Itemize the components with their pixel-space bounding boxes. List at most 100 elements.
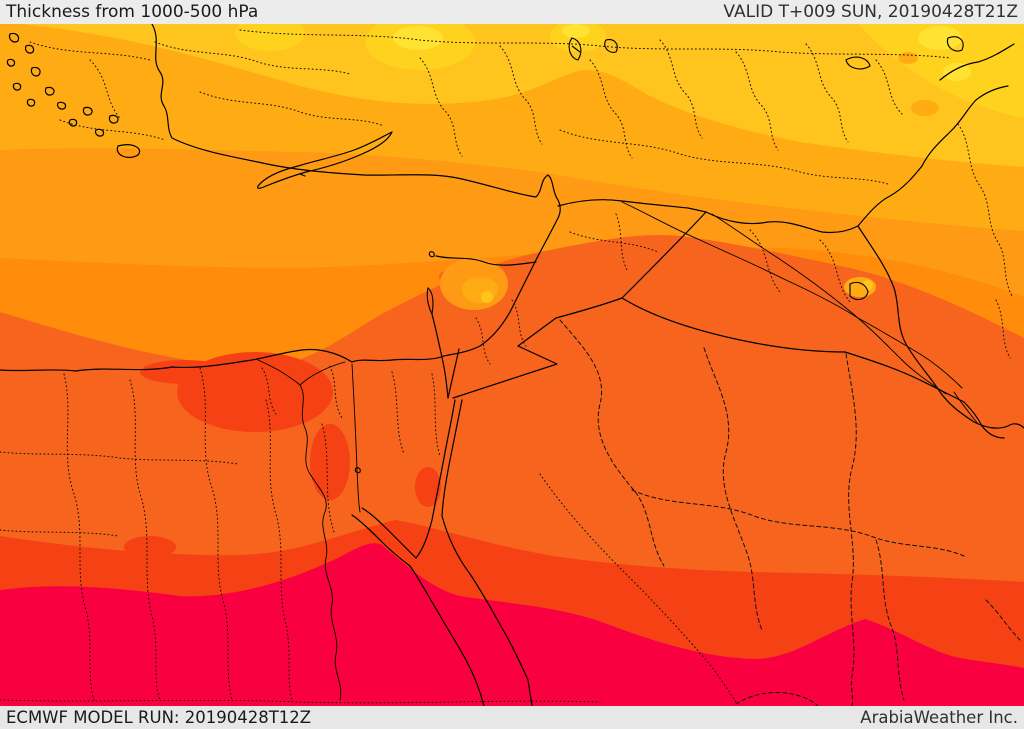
admin-boundary: [265, 399, 293, 701]
cyprus-coastline: [257, 131, 393, 189]
island: [82, 106, 93, 116]
band-brightest-yellow: [562, 24, 590, 38]
admin-boundary: [615, 213, 629, 273]
nile-delta-branch: [257, 359, 301, 386]
aegean-islands: [6, 32, 141, 158]
sea-of-galilee: [428, 251, 435, 258]
admin-boundaries: [0, 29, 1021, 706]
admin-boundary: [511, 299, 527, 347]
iran-iraq-border: [857, 225, 1024, 429]
euphrates-river: [621, 201, 963, 389]
admin-boundary: [329, 365, 343, 419]
nile-river: [299, 384, 342, 701]
caucasus-borders: [921, 99, 977, 167]
admin-boundary: [559, 129, 889, 185]
warm-patch: [140, 360, 230, 384]
gulf-of-suez-red-sea-west-coast: [351, 514, 485, 706]
lake-urmia: [946, 36, 964, 52]
lakes: [354, 36, 964, 474]
admin-boundary: [539, 473, 737, 703]
bitter-lakes: [354, 467, 361, 474]
admin-boundary: [559, 319, 665, 567]
admin-boundary: [239, 29, 951, 59]
title-bar: Thickness from 1000-500 hPa VALID T+009 …: [0, 0, 1024, 24]
band-brightest-yellow: [943, 63, 971, 81]
island: [108, 114, 119, 124]
footer-bar: ECMWF MODEL RUN: 20190428T12Z ArabiaWeat…: [0, 706, 1024, 729]
gulf-of-aqaba-east-coast: [441, 399, 533, 706]
shatt-al-arab: [953, 391, 979, 425]
sinai-coast: [361, 399, 456, 559]
admin-boundary: [845, 353, 857, 706]
admin-boundary: [499, 45, 543, 145]
suez-canal: [351, 363, 361, 513]
admin-boundary: [589, 59, 633, 159]
admin-boundary: [475, 317, 491, 365]
salt-lake: [568, 37, 582, 61]
cool-patch: [898, 52, 918, 64]
thickness-map: [0, 24, 1024, 706]
island: [6, 58, 16, 67]
admin-boundary: [321, 423, 335, 533]
admin-boundary: [391, 371, 405, 455]
country-borders: [431, 43, 1024, 439]
admin-boundary: [995, 299, 1011, 359]
island: [24, 44, 35, 54]
admin-boundary: [199, 367, 233, 701]
admin-boundary: [735, 51, 779, 151]
island: [30, 66, 41, 77]
island: [56, 101, 67, 110]
brand-label: ArabiaWeather Inc.: [860, 708, 1018, 727]
iraq-saudi-border: [621, 297, 965, 403]
lake-van: [845, 56, 871, 70]
tigris-river: [711, 213, 947, 395]
mediterranean-coastline: [0, 24, 561, 372]
band-yellow: [235, 24, 305, 51]
cool-patch: [911, 100, 939, 116]
admin-boundary: [29, 41, 151, 61]
admin-boundary: [569, 231, 659, 253]
valid-time-label: VALID T+009 SUN, 20190428T21Z: [723, 2, 1018, 22]
band-yellow: [858, 24, 1024, 118]
warm-patch: [310, 424, 350, 500]
admin-boundary: [957, 123, 1013, 297]
turkey-syria-border: [557, 199, 707, 213]
admin-boundary: [819, 239, 851, 303]
caucasus-borders: [939, 43, 1015, 81]
map-area: [0, 24, 1024, 706]
rivers: [621, 201, 979, 425]
island: [44, 86, 55, 96]
band-brightest-yellow: [918, 26, 962, 50]
admin-boundary: [59, 119, 166, 141]
admin-boundary: [735, 691, 819, 706]
caucasus-borders: [975, 85, 1009, 101]
warm-patch: [124, 536, 176, 558]
nile-delta-branch: [299, 361, 346, 386]
warm-anomaly-patches: [124, 271, 453, 558]
admin-boundary: [89, 59, 121, 119]
admin-boundary: [63, 373, 95, 701]
band-crimson: [0, 543, 1024, 706]
admin-boundary: [419, 57, 463, 157]
island: [116, 144, 141, 158]
island: [26, 98, 36, 107]
island: [8, 32, 20, 43]
lake: [604, 39, 618, 53]
israel-egypt-border: [447, 348, 460, 399]
syria-jordan-border: [435, 255, 537, 266]
island: [12, 82, 22, 91]
salt-pan: [849, 281, 869, 301]
admin-boundary: [0, 699, 601, 704]
cool-patch: [481, 291, 493, 303]
admin-boundary: [0, 529, 119, 537]
turkey-iraq-iran-border: [705, 165, 923, 234]
jordan-israel-border: [431, 313, 449, 399]
warm-patch: [415, 467, 441, 507]
cyprus-mark: [299, 173, 306, 177]
syria-iraq-border: [621, 211, 707, 299]
band-yellow-patches: [235, 24, 1024, 118]
admin-boundary: [749, 229, 781, 293]
admin-boundary: [129, 379, 161, 701]
admin-boundary: [659, 39, 703, 139]
admin-boundary: [154, 41, 351, 75]
